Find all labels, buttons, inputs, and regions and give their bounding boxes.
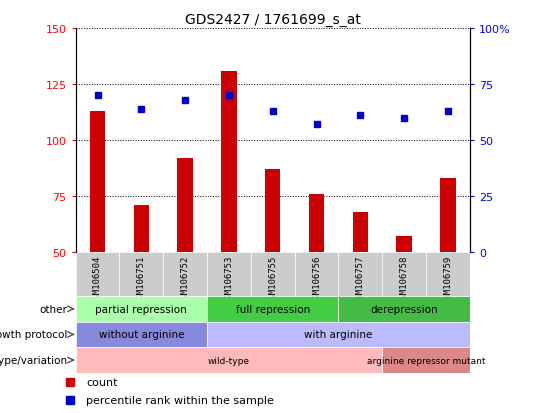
Text: GSM106756: GSM106756: [312, 254, 321, 303]
Bar: [207, 296, 339, 322]
Text: without arginine: without arginine: [99, 330, 184, 339]
Text: growth protocol: growth protocol: [0, 330, 68, 339]
Bar: [339, 296, 470, 322]
Text: GSM106751: GSM106751: [137, 254, 146, 303]
Bar: [76, 322, 207, 347]
Text: GSM106758: GSM106758: [400, 254, 409, 303]
Text: with arginine: with arginine: [304, 330, 373, 339]
Bar: [382, 347, 470, 373]
Bar: [207, 252, 251, 296]
Bar: [382, 252, 426, 296]
Bar: [295, 252, 339, 296]
Bar: [163, 252, 207, 296]
Bar: [353, 212, 368, 252]
Text: full repression: full repression: [235, 304, 310, 314]
Text: wild-type: wild-type: [208, 356, 250, 365]
Text: GSM106504: GSM106504: [93, 254, 102, 303]
Text: GSM106757: GSM106757: [356, 254, 365, 303]
Text: count: count: [86, 377, 118, 387]
Bar: [119, 252, 163, 296]
Text: GSM106752: GSM106752: [180, 254, 190, 303]
Text: derepression: derepression: [370, 304, 438, 314]
Bar: [76, 252, 119, 296]
Text: partial repression: partial repression: [96, 304, 187, 314]
Bar: [76, 347, 382, 373]
Bar: [396, 237, 412, 252]
Text: arginine repressor mutant: arginine repressor mutant: [367, 356, 485, 365]
Text: GSM106753: GSM106753: [225, 254, 233, 303]
Text: GSM106759: GSM106759: [443, 254, 453, 303]
Title: GDS2427 / 1761699_s_at: GDS2427 / 1761699_s_at: [185, 12, 361, 26]
Text: GSM106755: GSM106755: [268, 254, 277, 303]
Bar: [90, 112, 105, 252]
Text: other: other: [40, 304, 68, 314]
Bar: [440, 179, 456, 252]
Bar: [178, 159, 193, 252]
Bar: [133, 206, 149, 252]
Bar: [76, 296, 207, 322]
Bar: [207, 322, 470, 347]
Bar: [309, 194, 324, 252]
Bar: [221, 71, 237, 252]
Bar: [426, 252, 470, 296]
Text: percentile rank within the sample: percentile rank within the sample: [86, 395, 274, 405]
Bar: [265, 170, 280, 252]
Bar: [251, 252, 295, 296]
Text: genotype/variation: genotype/variation: [0, 355, 68, 365]
Bar: [339, 252, 382, 296]
